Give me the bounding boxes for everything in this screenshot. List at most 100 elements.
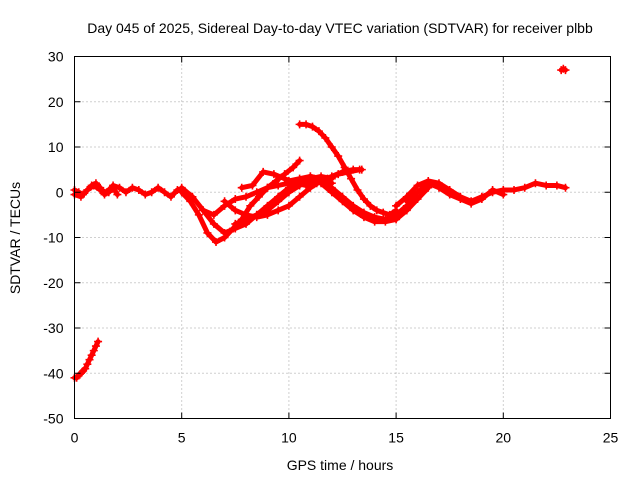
- data-point: [100, 190, 109, 199]
- x-tick-label: 15: [388, 430, 404, 446]
- data-point: [520, 183, 529, 192]
- data-point: [392, 201, 401, 210]
- x-tick-label: 0: [71, 430, 79, 446]
- axis-ticks: 0 5 10 15 20 25 -50 -40 -30 -20 -10 0 10 20 30: [43, 49, 618, 446]
- data-point: [188, 192, 197, 201]
- data-point: [83, 360, 92, 369]
- data-point: [413, 195, 422, 204]
- data-point: [295, 156, 304, 165]
- y-tick-label: 0: [56, 184, 64, 200]
- data-point: [338, 197, 347, 206]
- data-point: [561, 183, 570, 192]
- data-point: [248, 181, 257, 190]
- x-tick-label: 20: [496, 430, 512, 446]
- data-point: [85, 355, 94, 364]
- data-point: [177, 183, 186, 192]
- data-point: [424, 179, 433, 188]
- data-point: [259, 167, 268, 176]
- data-point: [87, 351, 96, 360]
- data-point: [327, 143, 336, 151]
- data-point: [349, 206, 358, 215]
- data-point: [94, 337, 103, 346]
- data-point: [166, 192, 175, 201]
- data-point: [402, 206, 411, 215]
- data-point: [209, 210, 218, 219]
- data-point: [274, 181, 283, 190]
- data-point: [372, 206, 381, 215]
- data-point: [91, 342, 100, 351]
- data-point: [334, 152, 343, 161]
- data-point: [96, 183, 105, 192]
- data-point: [231, 195, 240, 204]
- data-point: [284, 188, 293, 197]
- data-point: [467, 199, 476, 208]
- data-point: [284, 176, 293, 185]
- data-point: [355, 165, 364, 174]
- track-peak: [295, 120, 401, 219]
- data-point: [263, 183, 272, 192]
- data-point: [280, 174, 289, 183]
- data-point: [379, 208, 388, 217]
- data-point: [254, 192, 263, 201]
- data-point: [134, 185, 143, 194]
- data-point: [289, 163, 298, 172]
- series-trace: [404, 180, 506, 207]
- data-point: [561, 66, 570, 75]
- data-point: [79, 190, 88, 199]
- data-points: [70, 64, 570, 382]
- data-point: [252, 210, 261, 219]
- data-point: [370, 217, 379, 226]
- y-axis-label: SDTVAR / TECUs: [7, 182, 23, 294]
- x-tick-label: 5: [178, 430, 186, 446]
- data-point: [302, 181, 311, 190]
- data-point: [413, 188, 422, 197]
- data-point: [295, 192, 304, 201]
- grid-lines: [74, 56, 611, 419]
- data-point: [274, 197, 283, 206]
- x-axis-label: GPS time / hours: [287, 457, 394, 473]
- data-point: [488, 185, 497, 194]
- data-point: [295, 174, 304, 183]
- data-point: [242, 192, 251, 201]
- data-point: [154, 183, 163, 192]
- data-point: [242, 215, 251, 224]
- data-point: [128, 183, 137, 192]
- track-mid-upper: [237, 165, 364, 192]
- data-point: [246, 201, 255, 210]
- data-point: [83, 185, 92, 194]
- data-point: [531, 179, 540, 188]
- data-point: [340, 163, 349, 172]
- data-point: [317, 179, 326, 188]
- data-point: [237, 183, 246, 192]
- data-point: [542, 181, 551, 190]
- data-point: [194, 210, 203, 219]
- data-point: [263, 206, 272, 215]
- data-point: [269, 170, 278, 179]
- data-point: [353, 185, 362, 194]
- y-tick-label: 10: [48, 139, 64, 155]
- y-tick-label: -50: [43, 411, 63, 427]
- data-point: [510, 185, 519, 194]
- data-point: [552, 181, 561, 190]
- data-point: [308, 122, 317, 131]
- data-point: [231, 206, 240, 215]
- data-point: [347, 174, 356, 183]
- data-point: [274, 206, 283, 215]
- data-point: [381, 217, 390, 226]
- y-tick-label: -30: [43, 320, 63, 336]
- data-point: [321, 133, 330, 142]
- data-point: [147, 188, 156, 197]
- data-point: [231, 219, 240, 228]
- y-tick-label: -20: [43, 275, 63, 291]
- data-point: [252, 188, 261, 197]
- data-point: [284, 201, 293, 210]
- data-point: [141, 190, 150, 199]
- data-point: [456, 195, 465, 204]
- data-point: [392, 215, 401, 224]
- series-trace: [297, 121, 399, 218]
- data-point: [499, 190, 508, 199]
- y-tick-label: -10: [43, 230, 63, 246]
- data-point: [203, 228, 212, 237]
- y-tick-label: -40: [43, 365, 63, 381]
- data-point: [327, 188, 336, 197]
